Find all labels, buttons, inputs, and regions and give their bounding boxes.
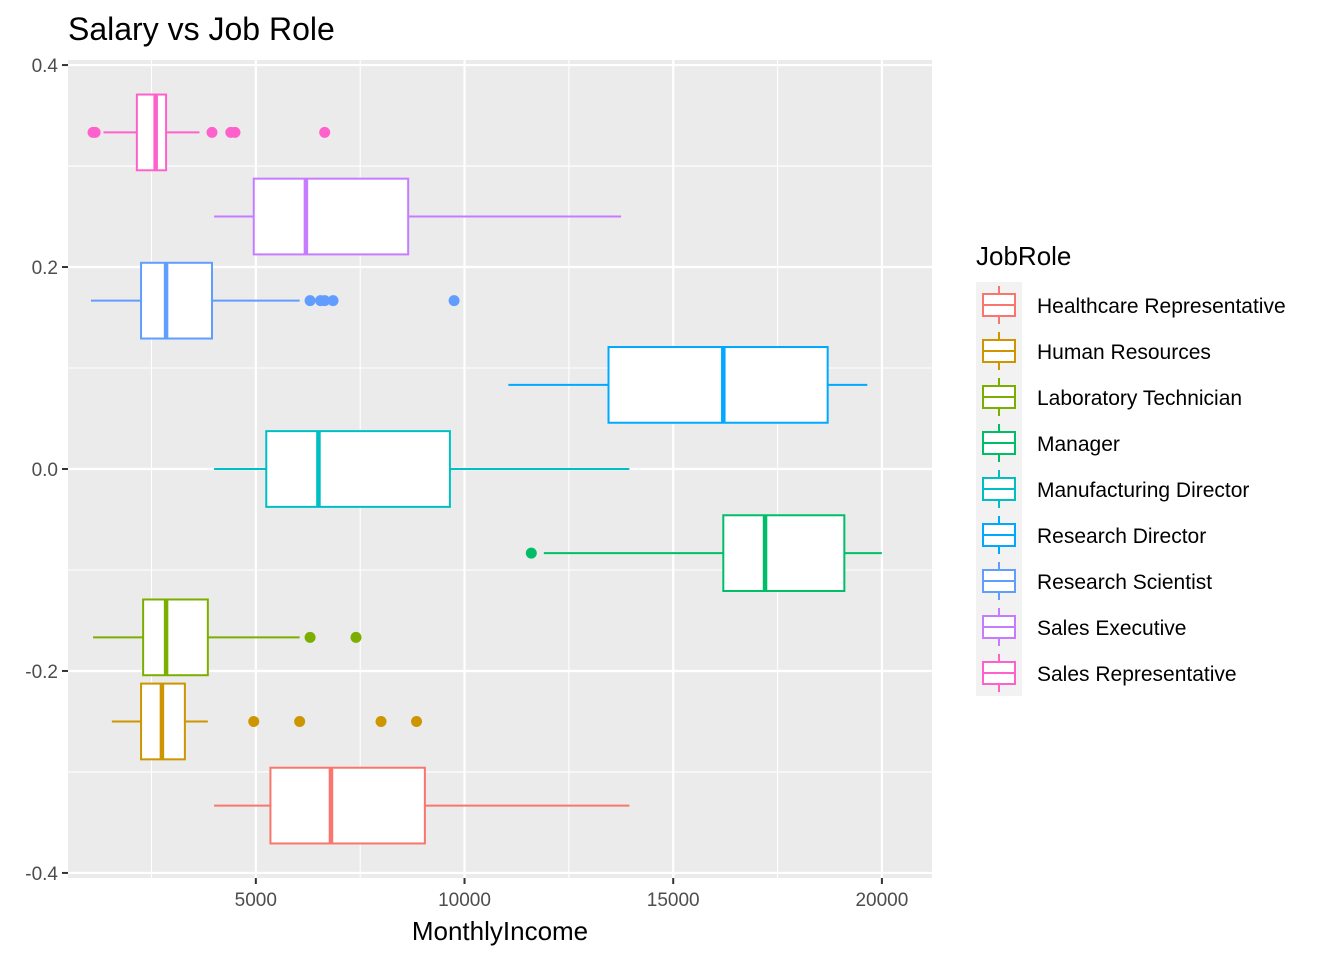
outlier-point	[304, 295, 316, 307]
y-axis: -0.4 -0.2 0.0 0.2 0.4	[25, 56, 68, 885]
legend-item-sales-executive: Sales Executive	[982, 608, 1186, 646]
y-tick-label: 0.4	[32, 56, 59, 77]
outlier-point	[525, 547, 537, 559]
box-iqr	[265, 430, 451, 508]
legend-label: Research Scientist	[1037, 571, 1212, 594]
outlier-point	[304, 631, 316, 643]
outlier-point	[248, 715, 260, 727]
legend-title: JobRole	[976, 241, 1071, 271]
box-iqr	[135, 93, 168, 172]
legend-item-sales-representative: Sales Representative	[982, 654, 1237, 692]
box-iqr	[142, 598, 209, 677]
legend-item-human-resources: Human Resources	[982, 332, 1211, 370]
outlier-point	[350, 631, 362, 643]
legend-label: Laboratory Technician	[1037, 387, 1242, 410]
y-tick-label: -0.2	[25, 662, 58, 683]
x-tick-label: 15000	[647, 890, 700, 911]
legend-item-research-scientist: Research Scientist	[982, 562, 1212, 600]
legend-label: Manufacturing Director	[1037, 479, 1249, 502]
legend-label: Research Director	[1037, 525, 1206, 548]
box-iqr	[269, 766, 426, 845]
box-sales-executive	[214, 177, 622, 256]
legend-label: Manager	[1037, 433, 1120, 456]
outlier-point	[327, 295, 339, 307]
box-research-director	[508, 346, 868, 424]
outlier-point	[319, 126, 331, 138]
box-sales-representative	[87, 93, 331, 172]
legend-label: Sales Executive	[1037, 617, 1186, 640]
box-laboratory-technician	[93, 598, 362, 677]
box-human-resources	[111, 682, 423, 761]
legend-item-healthcare-representative: Healthcare Representative	[982, 286, 1286, 324]
box-layer	[87, 93, 882, 845]
legend: Healthcare Representative Human Resources…	[976, 282, 1286, 696]
outlier-point	[411, 715, 423, 727]
legend-label: Human Resources	[1037, 341, 1211, 364]
legend-item-research-director: Research Director	[982, 516, 1206, 554]
outlier-point	[375, 715, 387, 727]
legend-label: Sales Representative	[1037, 663, 1237, 686]
outlier-point	[294, 715, 306, 727]
x-tick-label: 5000	[235, 890, 277, 911]
y-tick-label: -0.4	[25, 864, 58, 885]
box-iqr	[722, 514, 846, 592]
legend-item-manufacturing-director: Manufacturing Director	[982, 470, 1249, 508]
x-axis: 5000 10000 15000 20000	[235, 878, 908, 911]
box-research-scientist	[90, 261, 460, 340]
outlier-point	[89, 126, 101, 138]
box-healthcare-representative	[214, 766, 630, 845]
box-manager	[525, 514, 882, 592]
box-iqr	[252, 177, 410, 256]
x-axis-title: MonthlyIncome	[412, 916, 588, 946]
x-tick-label: 20000	[855, 890, 908, 911]
outlier-point	[319, 295, 331, 307]
y-tick-label: 0.0	[32, 460, 58, 481]
box-iqr	[607, 346, 829, 424]
y-tick-label: 0.2	[32, 258, 58, 279]
box-manufacturing-director	[214, 430, 630, 508]
legend-item-manager: Manager	[982, 424, 1120, 462]
legend-label: Healthcare Representative	[1037, 295, 1286, 318]
outlier-point	[206, 126, 218, 138]
outlier-point	[448, 295, 460, 307]
outlier-point	[229, 126, 241, 138]
legend-item-laboratory-technician: Laboratory Technician	[982, 378, 1242, 416]
x-tick-label: 10000	[438, 890, 491, 911]
chart-title: Salary vs Job Role	[68, 11, 335, 47]
box-iqr	[140, 261, 213, 340]
